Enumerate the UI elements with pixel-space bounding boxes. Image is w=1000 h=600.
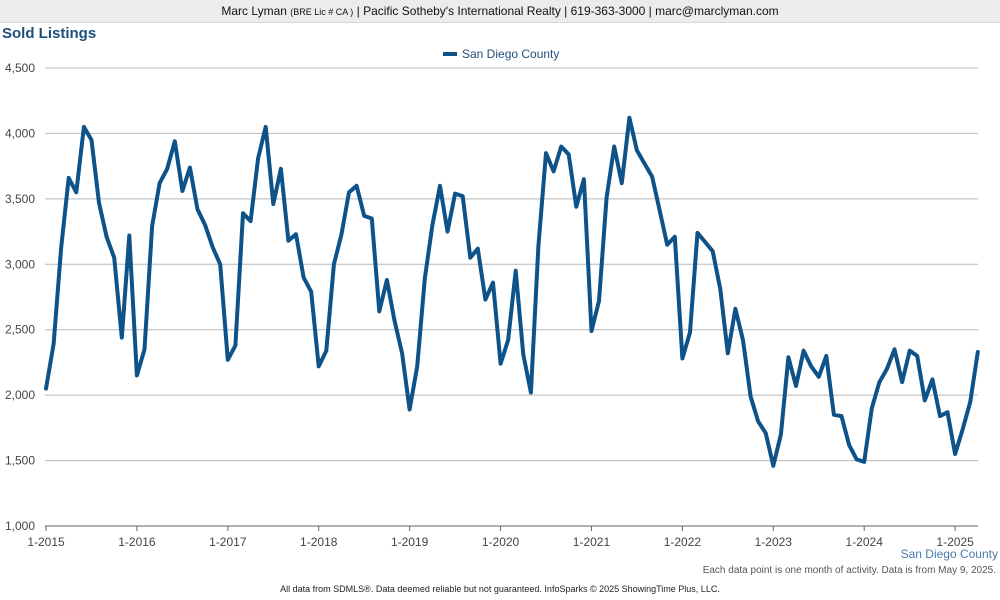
x-tick-label: 1-2023 [755, 535, 793, 549]
data-note: Each data point is one month of activity… [702, 565, 996, 576]
license-text: (BRE Lic # CA ) [290, 7, 354, 17]
chart-title: Sold Listings [2, 25, 97, 42]
x-tick-label: 1-2018 [300, 535, 338, 549]
y-tick-label: 2,000 [5, 388, 35, 402]
series-corner-label: San Diego County [900, 547, 998, 561]
legend-label: San Diego County [462, 47, 559, 61]
series-line [44, 115, 980, 468]
disclaimer: All data from SDMLS®. Data deemed reliab… [280, 584, 720, 594]
y-tick-label: 3,000 [5, 257, 35, 271]
agent-contact: | Pacific Sotheby's International Realty… [356, 4, 779, 18]
x-tick-label: 1-2025 [936, 535, 974, 549]
y-tick-label: 1,000 [5, 519, 35, 533]
x-tick-label: 1-2022 [664, 535, 702, 549]
x-tick-label: 1-2024 [846, 535, 884, 549]
x-tick-label: 1-2021 [573, 535, 611, 549]
y-tick-label: 4,000 [5, 126, 35, 140]
x-tick-label: 1-2019 [391, 535, 429, 549]
x-tick-label: 1-2016 [118, 535, 156, 549]
x-tick-label: 1-2020 [482, 535, 520, 549]
y-tick-label: 2,500 [5, 323, 35, 337]
agent-name: Marc Lyman [221, 4, 287, 18]
y-tick-label: 3,500 [5, 192, 35, 206]
y-tick-label: 4,500 [5, 61, 35, 75]
x-tick-label: 1-2017 [209, 535, 247, 549]
header-bar: Marc Lyman (BRE Lic # CA ) | Pacific Sot… [0, 0, 1000, 23]
y-tick-label: 1,500 [5, 454, 35, 468]
x-tick-label: 1-2015 [27, 535, 65, 549]
